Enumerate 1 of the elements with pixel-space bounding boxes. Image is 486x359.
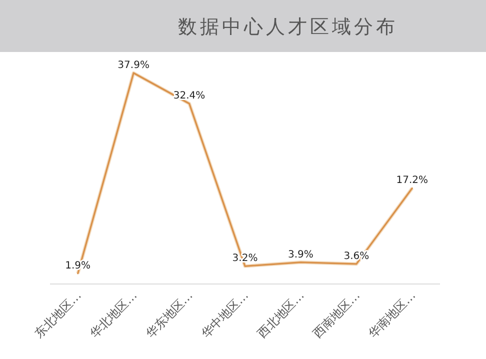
title: 数据中心人才区域分布 bbox=[178, 16, 398, 38]
